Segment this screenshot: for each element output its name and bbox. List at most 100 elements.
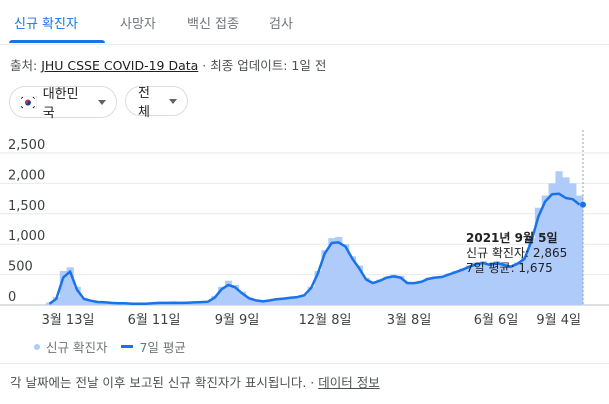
x-tick-label: 6월 11일 xyxy=(128,313,181,328)
y-axis: 2,500 2,000 1,500 1,000 500 0 xyxy=(8,138,45,305)
x-tick-label: 9월 9일 xyxy=(215,313,260,328)
chart-bar xyxy=(576,195,584,305)
chart-bar xyxy=(286,297,295,305)
y-tick-label: 2,500 xyxy=(8,138,45,153)
chart-bar xyxy=(362,277,370,305)
chart-bar xyxy=(465,265,474,305)
tooltip-new-cases: 신규 확진자: 2,865 xyxy=(466,246,568,260)
chart-bar xyxy=(445,273,453,305)
chart-bar xyxy=(459,268,467,305)
y-tick-label: 2,000 xyxy=(8,168,45,183)
chart-bar xyxy=(245,297,253,305)
chart-bar xyxy=(204,301,212,305)
source-prefix: 출처: xyxy=(10,58,42,73)
x-tick-label: 12월 8일 xyxy=(299,313,352,328)
chart-bar xyxy=(231,284,240,305)
y-tick-label: 0 xyxy=(8,290,16,305)
chart-bar xyxy=(66,267,74,305)
chart-bar xyxy=(562,177,570,305)
x-tick-label: 6월 6일 xyxy=(474,313,519,328)
chart-bar xyxy=(225,280,233,305)
chart-bar xyxy=(73,286,81,305)
x-tick-label: 3월 13일 xyxy=(42,313,95,328)
tab-new-cases[interactable]: 신규 확진자 xyxy=(14,17,78,32)
chevron-down-icon xyxy=(169,98,177,104)
chart-bar xyxy=(80,297,88,305)
y-tick-label: 500 xyxy=(8,260,33,275)
chart-bar xyxy=(259,301,267,305)
chart-bars xyxy=(46,171,584,305)
chart-bar xyxy=(417,280,425,305)
chart-bar xyxy=(280,298,288,305)
region-label: 대한민국 xyxy=(42,87,79,121)
range-dropdown[interactable]: 전체 xyxy=(125,86,188,120)
data-info-link[interactable]: 데이터 정보 xyxy=(318,375,380,390)
chart-bar xyxy=(397,275,405,305)
chart-bar xyxy=(355,265,363,305)
chart-bar xyxy=(383,276,391,305)
chart-legend: 신규 확진자 7일 평균 xyxy=(34,337,186,356)
line-legend-label: 7일 평균 xyxy=(139,340,186,355)
chart-bar xyxy=(252,300,260,305)
chart-bar xyxy=(555,171,563,305)
chart-bar xyxy=(500,263,508,305)
chart-bar xyxy=(218,286,226,305)
bar-legend-label: 신규 확진자 xyxy=(46,340,108,355)
chart-bar xyxy=(52,297,61,305)
x-tick-label: 3월 8일 xyxy=(387,313,432,328)
x-axis: 3월 13일 6월 11일 9월 9일 12월 8일 3월 8일 6월 6일 9월 4일 xyxy=(42,313,581,328)
chart-bar xyxy=(211,295,219,305)
tab-deaths[interactable]: 사망자 xyxy=(120,17,156,32)
chart-bar xyxy=(238,291,246,305)
chart-bar xyxy=(59,270,67,305)
source-line: 출처: JHU CSSE COVID-19 Data · 최종 업데이트: 1일… xyxy=(10,55,326,74)
chart-bar xyxy=(87,300,95,305)
chart-bar xyxy=(314,270,322,305)
chart-tooltip: 2021년 9월 5일 신규 확진자: 2,865 7일 평균: 1,675 xyxy=(466,231,567,276)
chart-bar xyxy=(431,276,439,305)
chart-bar xyxy=(369,281,377,305)
x-tick-label: 9월 4일 xyxy=(536,313,581,328)
tooltip-average: 7일 평균: 1,675 xyxy=(466,261,553,275)
cases-chart[interactable]: 2,500 2,000 1,500 1,000 500 0 3월 13일 6월 11일 9월 … xyxy=(0,120,609,332)
chart-bar xyxy=(521,256,529,305)
tab-vaccination[interactable]: 백신 접종 xyxy=(187,17,239,32)
chart-bar xyxy=(410,282,419,305)
chart-bar xyxy=(569,183,577,305)
chart-bar xyxy=(514,262,522,305)
chart-bar xyxy=(438,275,446,305)
line-legend-swatch xyxy=(121,345,134,348)
chart-bar xyxy=(342,244,350,305)
source-link[interactable]: JHU CSSE COVID-19 Data xyxy=(41,58,199,73)
y-tick-label: 1,500 xyxy=(8,199,45,214)
chart-bar xyxy=(307,286,315,305)
source-separator: · xyxy=(198,58,211,73)
chart-bar xyxy=(424,277,432,305)
chart-bar xyxy=(321,250,329,305)
footnote: 각 날짜에는 전날 이후 보고된 신규 확진자가 표시됩니다. · 데이터 정보 xyxy=(10,372,380,391)
tab-tests[interactable]: 검사 xyxy=(269,17,293,32)
chart-bar xyxy=(493,261,501,305)
chart-bar xyxy=(472,262,481,305)
chart-bar xyxy=(479,261,487,305)
chart-bar xyxy=(376,279,384,305)
chart-bar xyxy=(534,207,542,305)
chart-bar xyxy=(266,300,274,305)
chart-bar xyxy=(348,256,357,305)
chart-bar xyxy=(486,263,494,305)
active-tab-indicator xyxy=(9,40,105,43)
footnote-separator: · xyxy=(306,375,319,390)
chart-bar xyxy=(548,183,556,305)
y-tick-label: 1,000 xyxy=(8,229,45,244)
range-label: 전체 xyxy=(138,86,150,120)
chart-bar xyxy=(300,294,308,305)
chart-bar xyxy=(507,266,515,305)
last-updated: 최종 업데이트: 1일 전 xyxy=(210,58,327,73)
divider xyxy=(0,363,609,364)
chart-bar xyxy=(273,298,281,305)
chevron-down-icon xyxy=(98,99,106,105)
chart-bar xyxy=(527,238,536,305)
chart-bar xyxy=(328,238,336,305)
region-dropdown[interactable]: 대한민국 xyxy=(9,86,117,121)
tab-bar: 신규 확진자 사망자 백신 접종 검사 xyxy=(0,0,609,45)
